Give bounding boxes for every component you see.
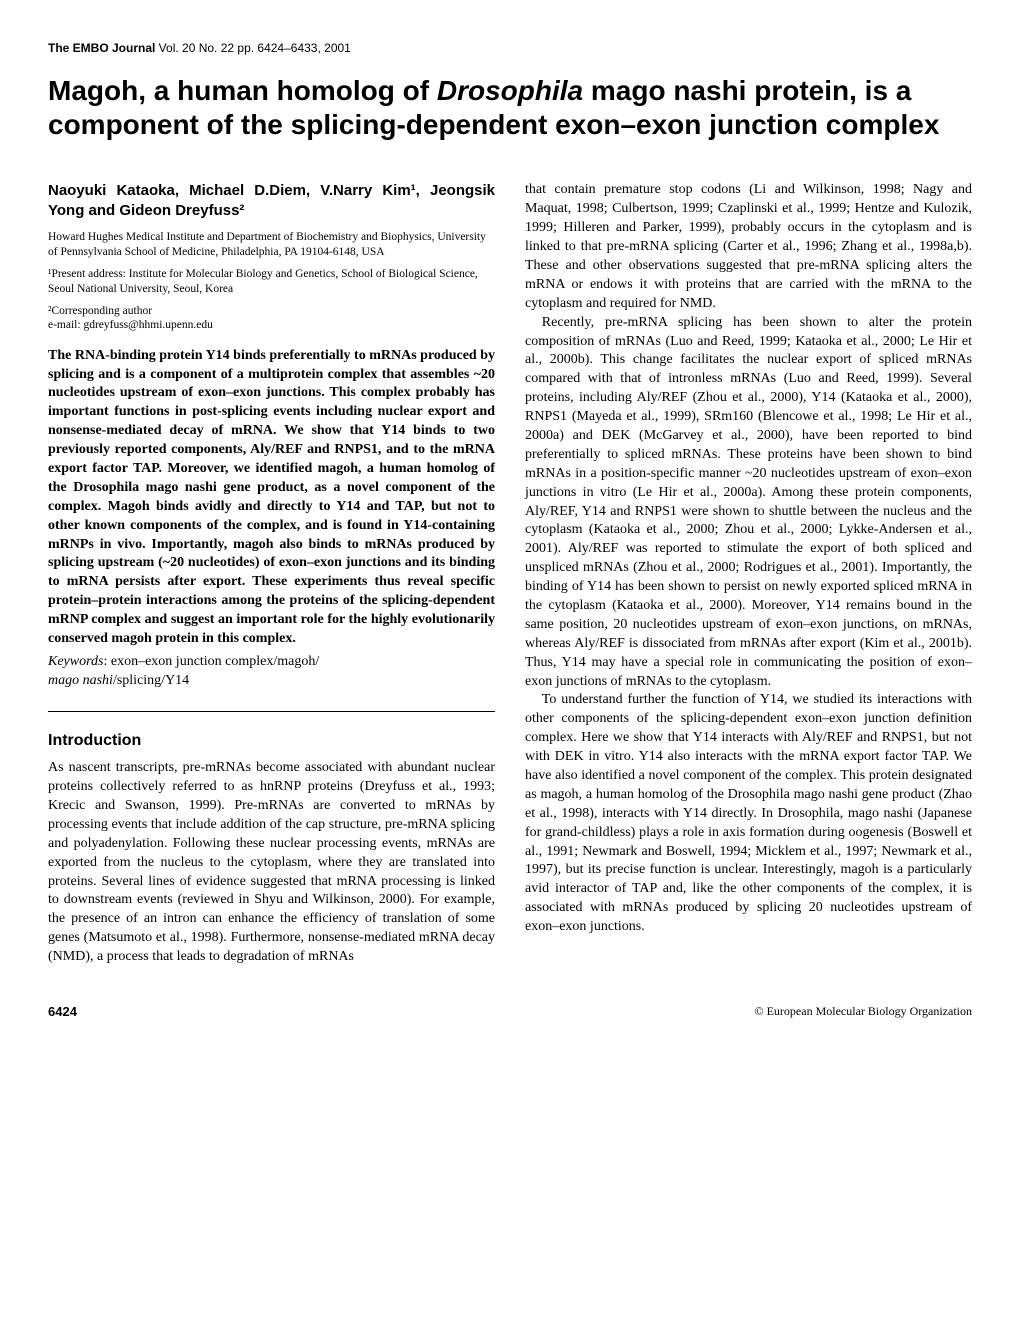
keywords-italic: mago nashi — [48, 673, 113, 688]
abstract-text: The RNA-binding protein Y14 binds prefer… — [48, 347, 495, 649]
introduction-heading: Introduction — [48, 730, 495, 752]
body-paragraph-1: that contain premature stop codons (Li a… — [525, 181, 972, 313]
left-column: Naoyuki Kataoka, Michael D.Diem, V.Narry… — [48, 181, 495, 967]
corresponding-email: e-mail: gdreyfuss@hhmi.upenn.edu — [48, 319, 213, 331]
keywords-text1: : exon–exon junction complex/magoh/ — [103, 654, 319, 669]
vol-issue: Vol. 20 No. 22 pp. 6424–6433, 2001 — [155, 41, 351, 55]
title-part1: Magoh, a human homolog of — [48, 75, 437, 106]
journal-name: The EMBO Journal — [48, 41, 155, 55]
page-footer: 6424 © European Molecular Biology Organi… — [48, 1003, 972, 1021]
keywords-line: Keywords: exon–exon junction complex/mag… — [48, 653, 495, 691]
title-italic: Drosophila — [437, 75, 583, 106]
body-paragraph-3: To understand further the function of Y1… — [525, 691, 972, 937]
running-head: The EMBO Journal Vol. 20 No. 22 pp. 6424… — [48, 40, 972, 56]
copyright-notice: © European Molecular Biology Organizatio… — [754, 1003, 972, 1021]
keywords-label: Keywords — [48, 654, 103, 669]
corresponding-author: ²Corresponding author e-mail: gdreyfuss@… — [48, 304, 495, 333]
corresponding-label: ²Corresponding author — [48, 305, 152, 317]
article-title: Magoh, a human homolog of Drosophila mag… — [48, 74, 972, 141]
body-paragraph-2: Recently, pre-mRNA splicing has been sho… — [525, 314, 972, 692]
two-column-layout: Naoyuki Kataoka, Michael D.Diem, V.Narry… — [48, 181, 972, 967]
affiliation-present-address: ¹Present address: Institute for Molecula… — [48, 267, 495, 296]
page-number: 6424 — [48, 1003, 77, 1021]
intro-paragraph-1: As nascent transcripts, pre-mRNAs become… — [48, 759, 495, 967]
section-divider — [48, 711, 495, 712]
author-list: Naoyuki Kataoka, Michael D.Diem, V.Narry… — [48, 181, 495, 220]
keywords-text2: /splicing/Y14 — [113, 673, 189, 688]
affiliation-main: Howard Hughes Medical Institute and Depa… — [48, 230, 495, 259]
right-column: that contain premature stop codons (Li a… — [525, 181, 972, 967]
